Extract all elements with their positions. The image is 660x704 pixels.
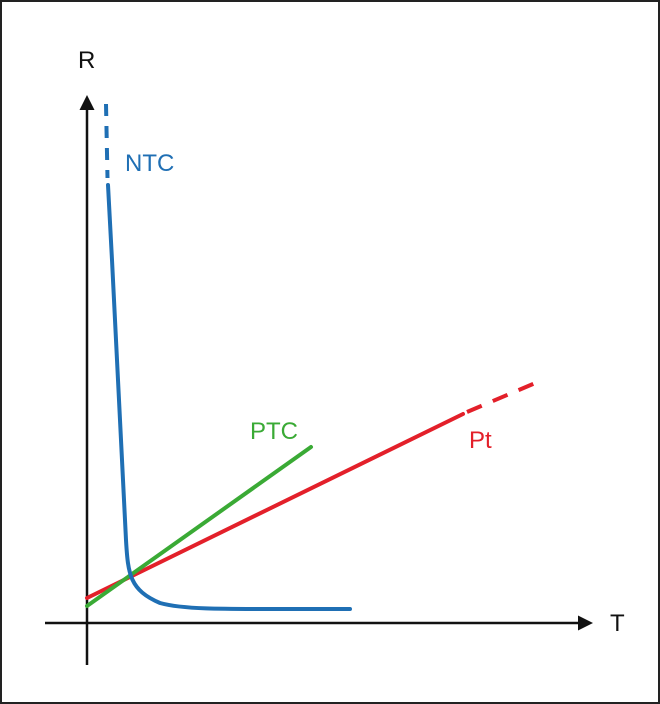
ntc-label: NTC: [125, 150, 174, 177]
ptc-curve: [85, 445, 313, 608]
t-axis-label: T: [610, 610, 625, 637]
pt-curve: [85, 379, 541, 600]
r-axis-label: R: [78, 47, 95, 74]
ptc-label: PTC: [250, 418, 298, 445]
ntc-curve: [104, 103, 352, 612]
pt-label: Pt: [469, 427, 492, 454]
